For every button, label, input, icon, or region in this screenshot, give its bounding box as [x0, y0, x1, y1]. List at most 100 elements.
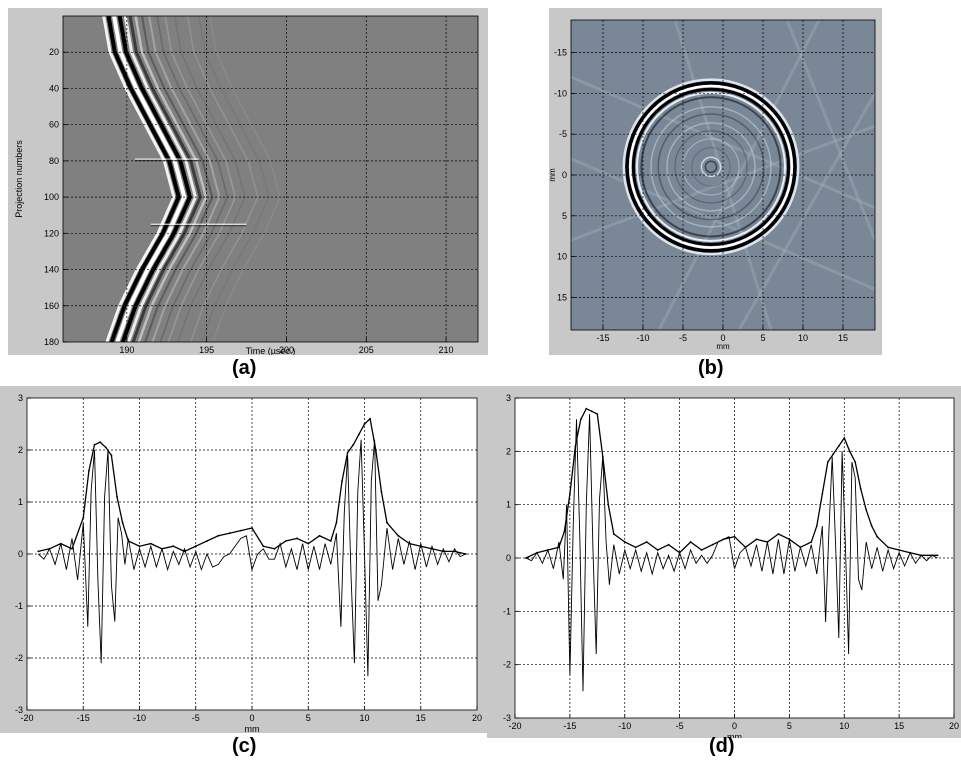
envelope-point: [843, 437, 846, 439]
envelope-point: [358, 433, 360, 436]
x-tick-label: 210: [439, 345, 454, 355]
envelope-point: [239, 529, 242, 532]
chart-a: 190 195 200 205 210 20 40 60 80 100 120 140 160 180 Ti…: [14, 15, 479, 355]
grid-d: [515, 398, 954, 718]
y-tick-label: 0: [562, 170, 567, 180]
y-tick-label: 1: [506, 500, 511, 510]
wavefront-band: [173, 16, 246, 342]
x-tick-label: 10: [359, 713, 369, 723]
envelope-point: [380, 490, 383, 493]
envelope-point: [815, 525, 818, 527]
envelope-point: [110, 454, 113, 457]
x-tick-label: -15: [596, 333, 609, 343]
ring: [650, 106, 772, 228]
x-tick-label: -15: [77, 713, 90, 723]
x-tick-label: 20: [472, 713, 482, 723]
y-tick-label: -1: [15, 601, 23, 611]
envelope-point: [104, 446, 107, 449]
envelope-point: [854, 461, 857, 463]
signal-line: [525, 413, 938, 692]
y-tick-label: 140: [44, 265, 59, 275]
wavefront-band: [134, 16, 208, 342]
envelope-point: [273, 547, 276, 550]
y-tick-label: -10: [554, 88, 567, 98]
envelope-point: [206, 540, 208, 542]
envelope-point: [821, 493, 824, 495]
envelope-point: [251, 527, 253, 529]
x-tick-label: -5: [679, 333, 687, 343]
y-tick-label: 10: [557, 252, 567, 262]
signal-line: [37, 439, 466, 677]
y-tick-label: 1: [18, 497, 23, 507]
envelope-point: [93, 443, 96, 446]
ring: [631, 87, 791, 246]
envelope-point: [563, 530, 566, 533]
y-tick-label: -2: [15, 653, 23, 663]
wavefront-band: [141, 16, 214, 342]
envelope-point: [859, 487, 862, 490]
envelope-point: [569, 493, 571, 495]
x-tick-label: 200: [279, 345, 294, 355]
envelope-point: [88, 469, 90, 472]
envelope-point: [733, 535, 736, 538]
x-tick-label: 15: [838, 333, 848, 343]
x-tick-label: 15: [416, 713, 426, 723]
envelope-point: [590, 410, 593, 413]
x-tick-label: 5: [787, 721, 792, 731]
ring: [622, 78, 800, 256]
envelope-point: [936, 554, 939, 557]
envelope-point: [612, 533, 615, 535]
chart-b: -15 -10 -5 0 5 10 15 -15 -10 -5 0 5 10 15 mm mm: [549, 19, 876, 351]
envelope-point: [116, 495, 118, 498]
y-tick-label: 0: [18, 549, 23, 559]
envelope-point: [138, 545, 141, 548]
x-tick-label: 5: [306, 713, 311, 723]
streak-artifact: [571, 157, 875, 291]
envelope-point: [826, 461, 829, 463]
grid-a: [63, 16, 478, 342]
y-tick-label: 5: [562, 211, 567, 221]
y-tick-label: 3: [18, 393, 23, 403]
envelope-point: [837, 445, 840, 447]
envelope-point: [711, 543, 714, 546]
caption-b: (b): [698, 357, 724, 379]
ring: [704, 160, 718, 174]
wavefront-band: [106, 16, 181, 342]
streak-artifact: [571, 124, 875, 242]
y-axis-label-b: mm: [549, 168, 557, 182]
envelope-point: [307, 542, 310, 545]
plot-border: [514, 397, 955, 719]
envelope-point: [585, 407, 588, 410]
x-tick-label: -20: [508, 721, 521, 731]
ring: [628, 84, 794, 249]
envelope-point: [386, 521, 388, 524]
y-tick-label: 3: [506, 393, 511, 403]
x-tick-label: 20: [949, 721, 959, 731]
y-tick-label: 60: [49, 120, 59, 130]
envelope-point: [634, 546, 637, 549]
envelope-point: [777, 533, 780, 535]
envelope-point: [99, 441, 101, 444]
envelope-point: [898, 549, 900, 551]
x-tick-label: 10: [839, 721, 849, 731]
envelope-point: [346, 451, 349, 454]
x-tick-label: 10: [798, 333, 808, 343]
y-tick-label: 80: [49, 156, 59, 166]
envelope-line: [38, 417, 466, 555]
envelope-point: [832, 453, 835, 455]
wavefront-band: [123, 16, 198, 342]
x-tick-label: -10: [636, 333, 649, 343]
envelope-point: [82, 516, 85, 519]
streak-artifact: [737, 92, 875, 330]
ring: [625, 81, 797, 253]
ring: [674, 130, 748, 204]
x-axis-label-d: mm: [727, 732, 742, 738]
ring: [640, 96, 782, 238]
wavefront-band: [117, 16, 193, 342]
y-tick-label: 2: [18, 445, 23, 455]
x-tick-label: 205: [359, 345, 374, 355]
x-tick-label: 195: [199, 345, 214, 355]
plot-border: [26, 397, 478, 711]
caption-a: (a): [232, 357, 257, 379]
